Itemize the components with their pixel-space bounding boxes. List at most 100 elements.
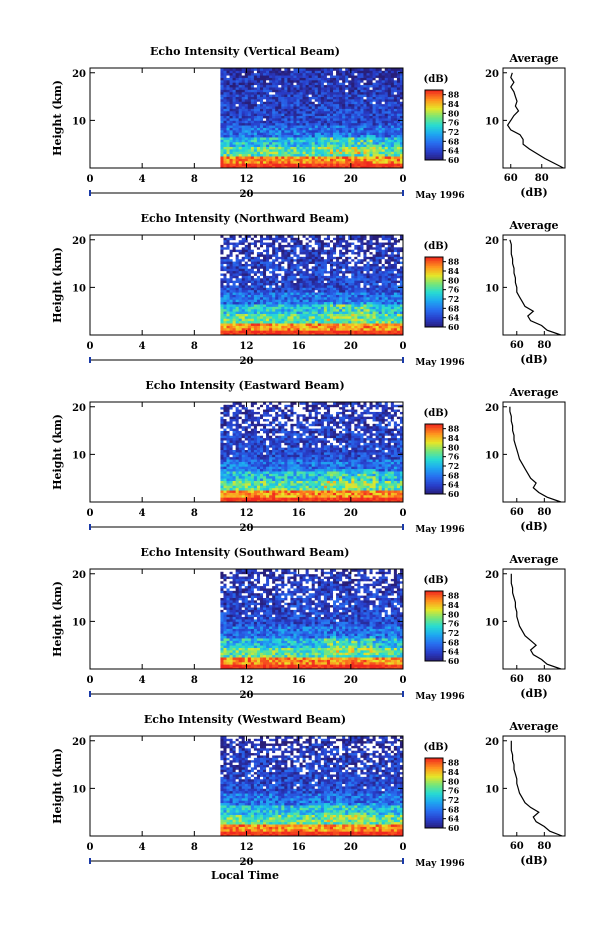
heatmap-cell [384,110,389,114]
heatmap-cell [372,246,377,250]
heatmap-cell [302,287,307,291]
heatmap-cell [275,258,279,262]
heatmap-cell [375,77,380,81]
heatmap-cell [329,263,334,267]
heatmap-cell [299,146,303,150]
heatmap-cell [220,244,224,248]
heatmap-cell [320,287,325,291]
y-axis-label: Height (km) [51,247,64,323]
heatmap-cell [229,251,233,255]
heatmap-cell [311,330,316,334]
heatmap-cell [390,141,395,145]
heatmap-cell [284,75,288,78]
heatmap-cell [311,137,316,140]
heatmap-cell [323,79,328,83]
heatmap-cell [272,304,276,307]
heatmap-cell [311,165,316,169]
heatmap-cell [263,306,267,310]
heatmap-cell [351,296,355,300]
heatmap-cell [229,165,233,169]
heatmap-cell [363,244,367,248]
heatmap-cell [369,98,373,102]
heatmap-cell [305,137,310,140]
heatmap-cell [299,263,303,267]
heatmap-cell [381,246,386,250]
heatmap-cell [223,261,227,264]
heatmap-cell [223,299,227,303]
heatmap-cell [320,137,325,140]
heatmap-cell [320,318,325,322]
heatmap-cell [360,158,364,162]
heatmap-cell [223,115,227,119]
heatmap-cell [266,242,270,245]
heatmap-cell [272,156,276,159]
heatmap-cell [366,110,370,114]
heatmap-cell [299,280,303,284]
heatmap-cell [366,77,370,81]
heatmap-cell [272,285,276,288]
heatmap-cell [244,296,249,300]
heatmap-cell [369,87,373,90]
heatmap-cell [266,311,270,314]
heatmap-cell [369,144,373,147]
heatmap-cell [220,122,224,126]
heatmap-cell [342,292,346,295]
heatmap-cell [363,156,367,159]
heatmap-cell [342,77,346,81]
heatmap-cell [329,132,334,136]
heatmap-cell [226,79,230,83]
heatmap-cell [263,134,267,138]
heatmap-cell [372,94,377,97]
heatmap-cell [278,96,282,100]
heatmap-cell [253,82,258,86]
heatmap-cell [244,148,249,152]
heatmap-cell [384,129,389,133]
heatmap-cell [299,306,303,310]
heatmap-cell [278,265,282,269]
heatmap-cell [244,129,249,133]
heatmap-cell [393,82,398,86]
heatmap-cell [250,280,255,284]
heatmap-cell [396,306,401,310]
heatmap-cell [372,327,377,331]
heatmap-cell [329,275,334,279]
heatmap-cell [278,122,282,126]
heatmap-cell [336,244,340,248]
heatmap-cell [293,139,297,143]
heatmap-cell [232,160,237,164]
heatmap-cell [256,158,261,162]
heatmap-cell [223,320,227,324]
heatmap-cell [399,277,404,281]
heatmap-cell [305,327,310,331]
heatmap-cell [241,158,246,162]
heatmap-cell [266,325,270,329]
heatmap-cell [393,325,398,329]
heatmap-cell [278,113,282,117]
heatmap-cell [241,282,246,286]
heatmap-cell [256,282,261,286]
heatmap-cell [384,320,389,324]
heatmap-cell [226,89,230,93]
heatmap-cell [396,106,401,109]
heatmap-cell [235,332,240,336]
heatmap-cell [393,125,398,128]
heatmap-cell [348,249,352,253]
heatmap-cell [247,87,252,90]
heatmap-cell [333,294,337,298]
heatmap-cell [232,273,237,276]
heatmap-cell [311,256,316,260]
heatmap-cell [302,296,307,300]
heatmap-cell [290,289,294,293]
heatmap-cell [329,256,334,260]
heatmap-cell [387,82,392,86]
heatmap-cell [226,103,230,107]
heatmap-cell [305,256,310,260]
heatmap-cell [238,244,243,248]
heatmap-cell [284,106,288,109]
heatmap-cell [253,242,258,245]
heatmap-cell [220,82,224,86]
heatmap-cell [290,125,294,128]
heatmap-cell [269,311,273,314]
heatmap-cell [314,91,319,95]
heatmap-cell [269,280,273,284]
